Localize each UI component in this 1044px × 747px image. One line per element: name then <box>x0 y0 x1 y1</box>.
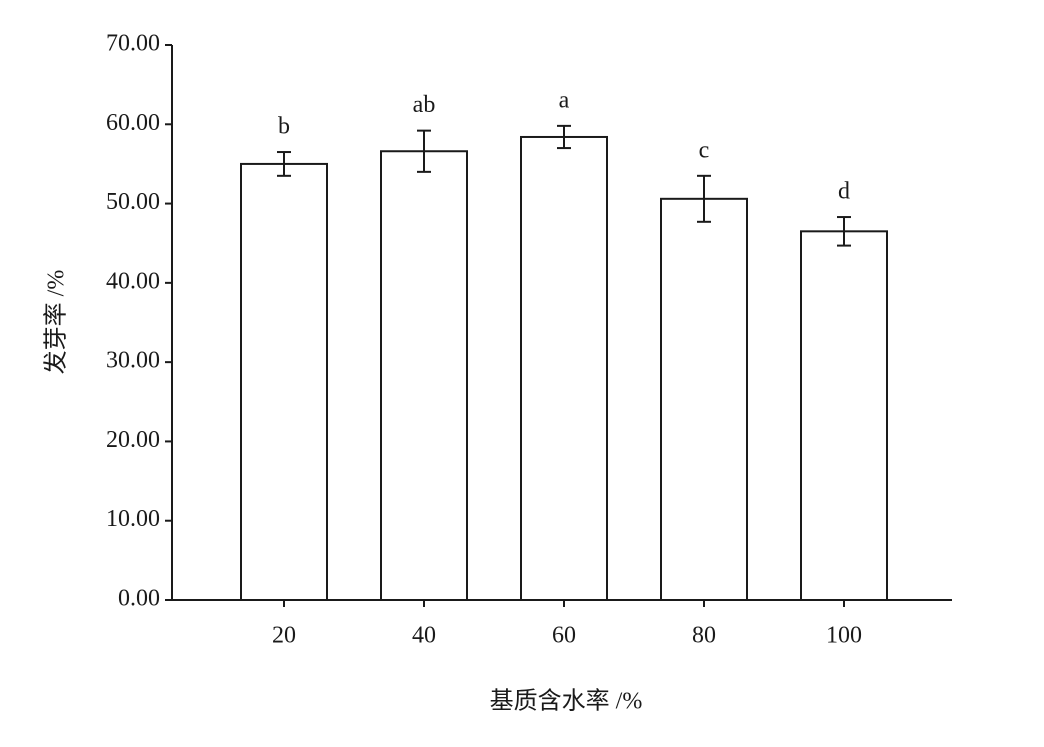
x-tick-label: 60 <box>552 623 576 649</box>
y-tick-label: 50.00 <box>106 189 160 215</box>
y-tick-label: 40.00 <box>106 268 160 294</box>
error-bar <box>557 124 571 150</box>
bar <box>240 162 328 602</box>
y-tick-label: 20.00 <box>106 427 160 453</box>
x-tick-label: 40 <box>412 623 436 649</box>
significance-letter: d <box>838 179 850 205</box>
significance-letter: ab <box>413 92 436 118</box>
y-tick-label: 30.00 <box>106 348 160 374</box>
y-tick-label: 10.00 <box>106 506 160 532</box>
significance-letter: b <box>278 114 290 140</box>
error-bar <box>697 174 711 223</box>
error-bar <box>277 151 291 177</box>
y-tick-label: 0.00 <box>118 586 160 612</box>
bar <box>800 230 888 601</box>
bar <box>660 197 748 601</box>
x-tick-label: 20 <box>272 623 296 649</box>
significance-letter: c <box>699 137 710 163</box>
y-tick-label: 70.00 <box>106 31 160 57</box>
y-axis-label: 发芽率 /% <box>43 270 70 375</box>
significance-letter: a <box>559 87 570 113</box>
x-tick-label: 100 <box>826 623 862 649</box>
bar <box>380 150 468 601</box>
bar <box>520 135 608 601</box>
error-bar <box>837 216 851 247</box>
y-tick-label: 60.00 <box>106 110 160 136</box>
x-tick-label: 80 <box>692 623 716 649</box>
x-axis-label: 基质含水率 /% <box>490 688 643 715</box>
error-bar <box>417 129 431 173</box>
